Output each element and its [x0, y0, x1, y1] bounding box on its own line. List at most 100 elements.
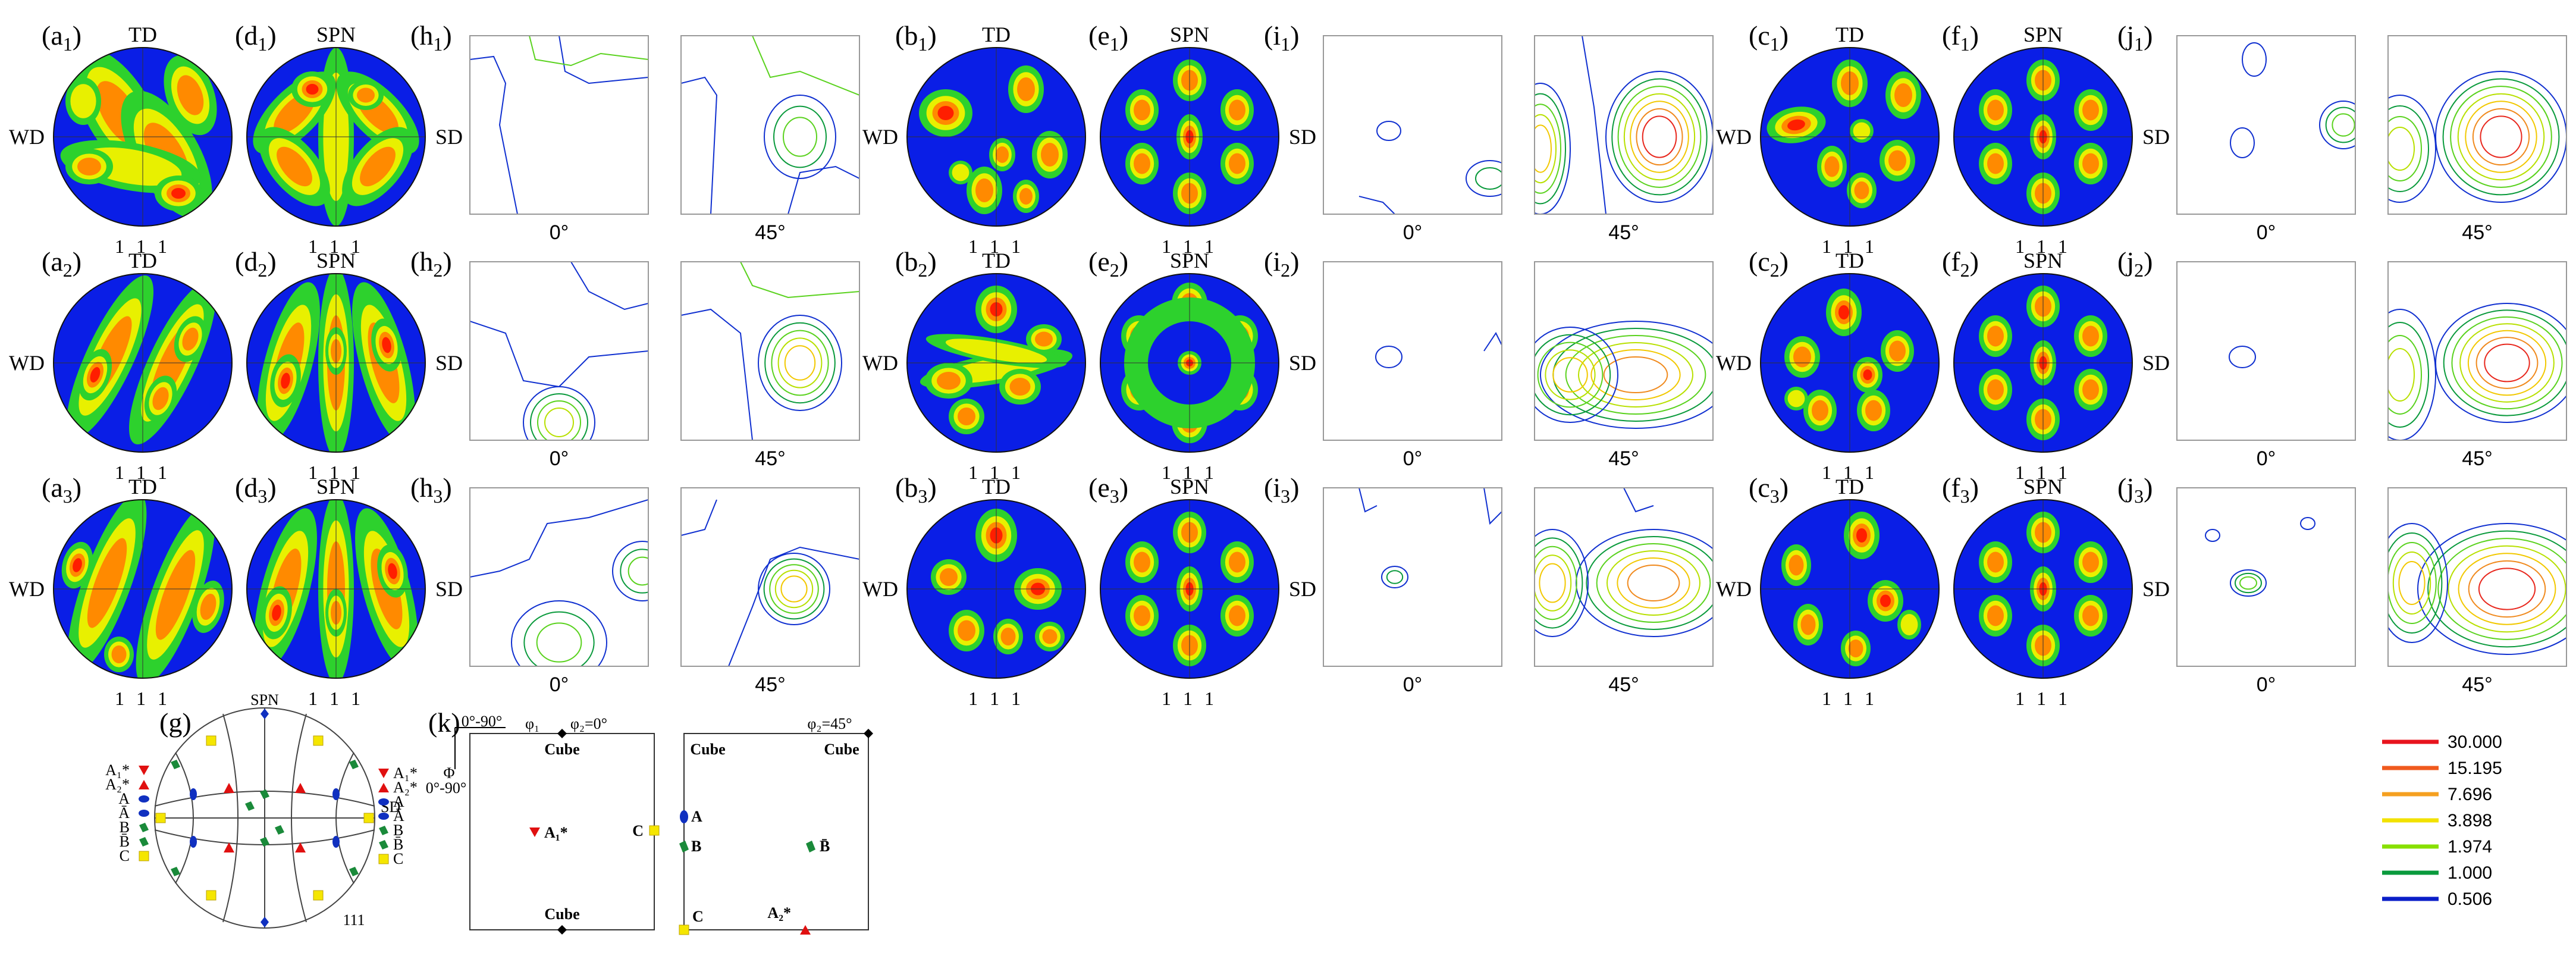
ideal-orientation-marker	[155, 813, 166, 823]
cube-label: Cube	[824, 741, 859, 758]
odf-contour-line	[2230, 127, 2255, 158]
odf-contour-line	[2435, 71, 2566, 203]
texture-intensity-spot	[1787, 390, 1805, 408]
cube-marker	[864, 729, 873, 738]
texture-intensity-spot	[1134, 551, 1150, 573]
odf-contour-line	[1386, 570, 1404, 584]
pole-figure-outline	[53, 273, 233, 453]
texture-intensity-spot	[388, 563, 397, 579]
panel-label-d: (d2)	[235, 246, 277, 281]
odf-contour-line	[1603, 356, 1668, 393]
pole-figure-field	[247, 48, 425, 226]
odf-section-frame	[680, 487, 860, 667]
pole-figure-field	[907, 48, 1085, 226]
ideal-orientation-marker	[190, 788, 197, 800]
pole-figure-top-axis: SPN	[316, 249, 356, 272]
pole-figure-c3: TD WD 1 1 1	[1716, 475, 1940, 709]
odf-section-angle: 45°	[2462, 673, 2492, 696]
bbar-label: B̄	[820, 838, 830, 855]
odf-contour-line	[2451, 316, 2563, 410]
legend-level: 15.195	[2448, 758, 2502, 778]
odf-contour-line	[1535, 334, 1611, 416]
pole-figure-top-axis: SPN	[316, 23, 356, 46]
pole-figure-top-axis: TD	[128, 249, 157, 272]
odf-contour-line	[1586, 536, 1713, 630]
odf-contour-line	[2459, 323, 2555, 403]
texture-intensity-spot	[152, 387, 169, 410]
pole-figure-outline	[53, 47, 233, 227]
texture-intensity-spot	[1134, 153, 1150, 174]
odf-section-angle: 0°	[2257, 673, 2276, 696]
odf-contour-line	[1535, 114, 1557, 184]
odf-frame-right	[683, 733, 869, 930]
odf-section-field	[2388, 488, 2566, 666]
pole-figure-c2: TD WD 1 1 1	[1716, 249, 1940, 483]
odf-section-45deg: 45°	[680, 35, 860, 244]
odf-contour-line	[2388, 523, 2448, 643]
pole-figure-sd-axis: SD	[2142, 577, 2170, 601]
odf-section-background	[681, 488, 859, 666]
odf-contour-line	[2205, 529, 2220, 542]
bbar-marker	[806, 841, 815, 852]
pole-figure-b3: TD WD 1 1 1	[862, 475, 1086, 709]
texture-intensity-spot	[1888, 150, 1906, 171]
odf-contour-line	[2388, 95, 2436, 203]
pole-figure-a2: TD WD 1 1 1	[9, 249, 233, 483]
pole-figure-outline	[1953, 47, 2133, 227]
texture-intensity-spot	[1042, 629, 1058, 644]
odf-section-frame	[2176, 261, 2356, 441]
pole-figure-pole-label: 1 1 1	[968, 462, 1024, 483]
a-marker	[680, 810, 688, 823]
odf-section-field	[2388, 36, 2566, 214]
odf-contour-line	[2235, 572, 2262, 594]
legend-level: 3.898	[2448, 811, 2492, 830]
panel-label-b: (b3)	[895, 472, 937, 507]
odf-section-frame	[1323, 35, 1502, 215]
texture-intensity-spot	[1987, 605, 2004, 626]
legend-marker	[139, 837, 149, 847]
odf-section-field	[681, 262, 859, 440]
odf-contour-line	[2468, 560, 2546, 618]
contour-level-legend: 30.000 15.195 7.696 3.898 1.974 1.000 0.506	[2382, 732, 2502, 909]
pole-figure-pole-label: 1 1 1	[968, 236, 1024, 257]
ideal-orientation-marker	[260, 837, 269, 847]
odf-section-angle: 0°	[2257, 447, 2276, 470]
texture-intensity-spot	[2082, 379, 2099, 400]
odf-contour-line	[2467, 330, 2547, 396]
pole-figure-field	[54, 500, 232, 678]
texture-intensity-spot	[1035, 331, 1053, 347]
legend-level: 0.506	[2448, 889, 2492, 909]
ideal-orientation-marker	[349, 867, 359, 876]
odf-contour-line	[1552, 357, 1588, 393]
odf-contour-line	[1636, 108, 1683, 166]
texture-intensity-spot	[87, 538, 127, 628]
odf-section-field	[2388, 262, 2566, 440]
pole-figure-outline	[53, 499, 233, 679]
odf-contour-line	[2457, 93, 2545, 181]
odf-contour-line	[1630, 101, 1689, 173]
odf-contour-line	[2450, 86, 2552, 188]
pole-figure-field	[1761, 48, 1939, 226]
ideal-orientation-marker	[275, 825, 284, 835]
odf-section-frame	[1323, 487, 1502, 667]
pole-figure-outline	[246, 47, 426, 227]
legend-label: B	[393, 822, 403, 839]
odf-contour-line	[523, 386, 595, 440]
pole-figure-left-axis: WD	[1716, 577, 1752, 601]
texture-intensity-spot	[952, 164, 969, 181]
pole-figure-pole-label: 1 1 1	[1822, 688, 1878, 709]
pole-figure-left-axis: WD	[9, 125, 45, 149]
odf-contour-line	[2388, 348, 2415, 402]
legend-label: C	[393, 850, 403, 867]
cube-marker	[557, 925, 567, 935]
odf-contour-line	[1565, 335, 1706, 415]
odf-section-0deg: 0°	[469, 487, 649, 696]
odf-section-angle: 45°	[1608, 447, 1639, 470]
texture-intensity-spot	[281, 372, 290, 389]
texture-intensity-spot	[937, 106, 954, 120]
panel-label-e: (e2)	[1088, 246, 1128, 281]
texture-intensity-spot	[1987, 551, 2004, 573]
b-label: B	[691, 838, 701, 855]
pole-figure-field	[907, 500, 1085, 678]
